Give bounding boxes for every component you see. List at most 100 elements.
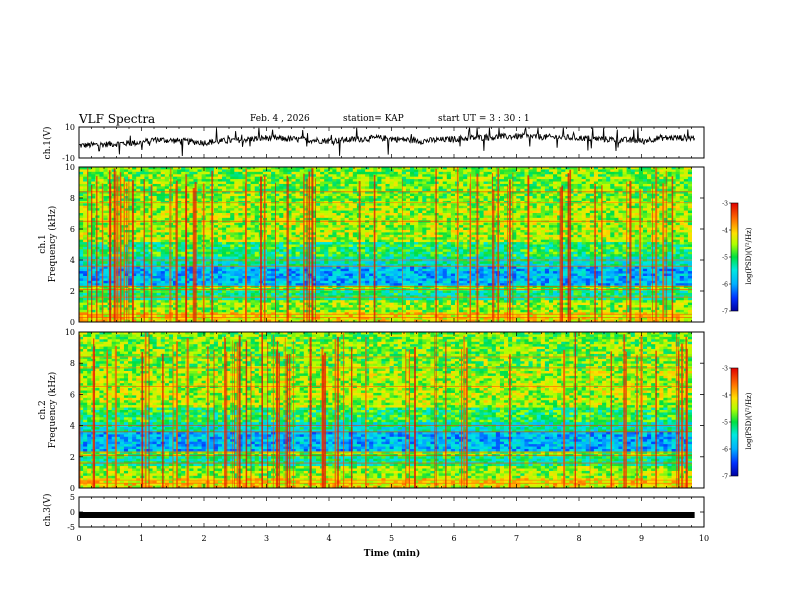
spectrogram-cell xyxy=(381,217,386,221)
spectrogram-cell xyxy=(266,174,272,178)
spectrogram-cell xyxy=(598,225,603,228)
spectrogram-cell xyxy=(156,227,162,231)
spectrogram-cell xyxy=(483,217,489,221)
spectrogram-cell xyxy=(332,183,337,187)
spectrogram-cell xyxy=(311,215,317,219)
spectrogram-cell xyxy=(303,217,309,221)
spectrogram-cell xyxy=(463,196,468,199)
spectrogram-cell xyxy=(152,234,158,238)
spectrogram-cell xyxy=(271,169,276,173)
spectrogram-cell xyxy=(642,227,648,231)
spectrogram-cell xyxy=(177,181,182,185)
spectrogram-cell xyxy=(140,227,145,231)
spectrogram-cell xyxy=(528,237,534,241)
spectrogram-cell xyxy=(316,242,321,245)
spectrogram-cell xyxy=(405,239,411,243)
spectrogram-cell xyxy=(614,205,619,209)
spectrogram-cell xyxy=(79,217,84,221)
spectrogram-cell xyxy=(671,205,677,209)
spectrogram-cell xyxy=(671,179,677,182)
spectrogram-cell xyxy=(197,176,202,180)
spectrogram-cell xyxy=(442,215,448,219)
spectrogram-cell xyxy=(91,196,96,199)
spectrogram-cell xyxy=(410,186,415,190)
spectrogram-cell xyxy=(283,191,288,195)
spectrogram-cell xyxy=(336,169,341,173)
spectrogram-cell xyxy=(667,229,672,233)
spectrogram-cell xyxy=(405,169,411,173)
spectrogram-cell xyxy=(95,196,100,199)
spectrogram-cell xyxy=(581,208,587,211)
spectrogram-cell xyxy=(426,225,431,228)
spectrogram-cell xyxy=(397,167,403,170)
spectrogram-cell xyxy=(254,234,260,238)
spectrogram-cell xyxy=(532,188,538,192)
spectrogram-cell xyxy=(320,220,325,224)
spectrogram-cell xyxy=(532,198,538,202)
spectrogram-cell xyxy=(283,237,288,241)
spectrogram-cell xyxy=(557,232,562,236)
spectrogram-cell xyxy=(123,203,129,207)
spectrogram-cell xyxy=(275,171,280,175)
spectrogram-cell xyxy=(405,183,411,187)
spectrogram-cell xyxy=(651,234,656,238)
spectrogram-cell xyxy=(177,191,182,195)
spectrogram-cell xyxy=(561,188,566,192)
spectrogram-cell xyxy=(266,232,272,236)
spectrogram-cell xyxy=(303,171,309,175)
spectrogram-cell xyxy=(360,205,366,209)
spectrogram-cell xyxy=(348,171,354,175)
spectrogram-cell xyxy=(246,169,252,173)
spectrogram-cell xyxy=(148,176,153,180)
spectrogram-cell xyxy=(438,234,444,238)
spectrogram-cell xyxy=(598,191,603,195)
spectrogram-cell xyxy=(83,186,88,190)
spectrogram-cell xyxy=(226,205,231,209)
spectrogram-cell xyxy=(450,220,456,224)
spectrogram-cell xyxy=(205,213,211,216)
spectrogram-cell xyxy=(598,229,603,233)
spectrogram-cell xyxy=(230,191,235,195)
spectrogram-cell xyxy=(222,191,227,195)
spectrogram-cell xyxy=(569,169,574,173)
spectrogram-cell xyxy=(128,244,133,248)
spectrogram-cell xyxy=(217,225,223,228)
spectrogram-cell xyxy=(687,193,693,197)
spectrogram-cell xyxy=(136,215,141,219)
spectrogram-cell xyxy=(405,242,411,245)
spectrogram-cell xyxy=(140,242,145,245)
spectrogram-cell xyxy=(377,198,382,202)
spectrogram-cell xyxy=(324,171,329,175)
spectrogram-cell xyxy=(177,196,182,199)
spectrogram-cell xyxy=(585,188,591,192)
spectrogram-cell xyxy=(352,220,358,224)
spectrogram-cell xyxy=(144,174,149,178)
spectrogram-cell xyxy=(393,167,399,170)
spectrogram-cell xyxy=(283,222,288,226)
spectrogram-cell xyxy=(222,205,227,209)
spectrogram-cell xyxy=(340,208,346,211)
spectrogram-cell xyxy=(536,227,542,231)
spectrogram-cell xyxy=(103,208,109,211)
spectrogram-cell xyxy=(234,215,239,219)
spectrogram-cell xyxy=(352,183,358,187)
spectrogram-cell xyxy=(647,203,652,207)
spectrogram-cell xyxy=(536,176,542,180)
spectrogram-cell xyxy=(238,242,243,245)
spectrogram-cell xyxy=(254,220,260,224)
spectrogram-cell xyxy=(123,181,129,185)
spectrogram-cell xyxy=(83,225,88,228)
spectrogram-cell xyxy=(655,181,660,185)
spectrogram-cell xyxy=(430,234,435,238)
spectrogram-cell xyxy=(344,174,350,178)
spectrogram-cell xyxy=(197,244,202,248)
spectrogram-cell xyxy=(679,213,685,216)
spectrogram-cell xyxy=(275,210,280,214)
spectrogram-cell xyxy=(512,169,517,173)
spectrogram-cell xyxy=(479,232,484,236)
spectrogram-cell xyxy=(164,225,170,228)
spectrogram-cell xyxy=(536,232,542,236)
spectrogram-cell xyxy=(414,183,419,187)
spectrogram-cell xyxy=(565,239,570,243)
spectrogram-cell xyxy=(471,188,476,192)
